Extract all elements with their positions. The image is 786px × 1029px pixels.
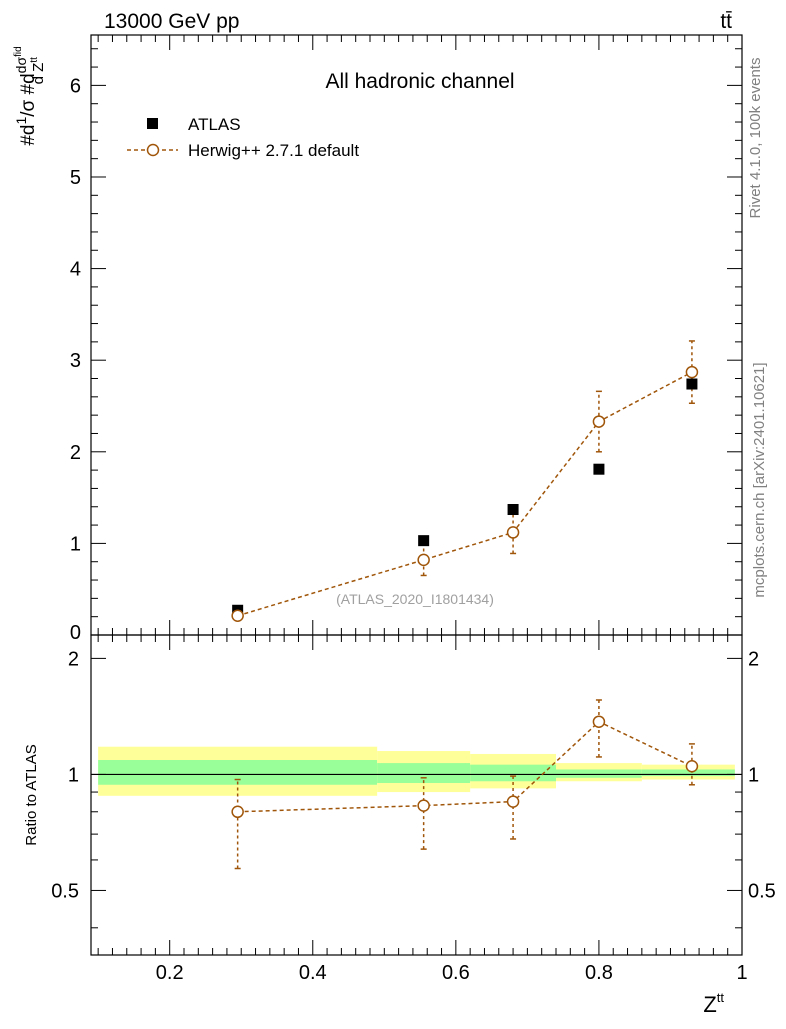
herwig-main-point: [506, 526, 520, 539]
ratio-y-tick-label-right: 1: [748, 764, 759, 786]
main-y-tick-label: 1: [70, 533, 81, 555]
analysis-watermark: (ATLAS_2020_I1801434): [336, 591, 494, 607]
atlas-main-point: [507, 504, 519, 516]
herwig-ratio-point: [417, 799, 430, 812]
main-y-tick-label: 0: [70, 622, 81, 644]
herwig-main-point: [231, 609, 244, 623]
x-tick-label: 0.4: [299, 962, 327, 984]
x-axis-label: Ztt: [703, 990, 724, 1017]
ratio-y-tick-label-right: 0.5: [748, 880, 776, 902]
header-energy-label: 13000 GeV pp: [104, 10, 239, 33]
ratio-inner-band: [98, 759, 378, 785]
ratio-inner-band: [470, 764, 556, 782]
ratio-y-tick-label: 0.5: [51, 880, 79, 902]
legend-atlas-label: ATLAS: [188, 115, 241, 134]
ratio-inner-band: [556, 769, 642, 778]
herwig-ratio-point: [592, 715, 606, 728]
x-tick-label: 1: [736, 962, 747, 984]
atlas-main-point: [593, 463, 605, 475]
ratio-y-tick-label: 1: [68, 764, 79, 786]
svg-text:#d1/σ #ddσfidd Ztt: #d1/σ #ddσfidd Ztt: [13, 46, 47, 145]
main-chart-title: All hadronic channel: [325, 70, 514, 93]
header-process-label: tt̄: [720, 10, 732, 33]
main-y-tick-label: 2: [70, 442, 81, 464]
main-panel-content: [231, 340, 699, 623]
legend-herwig-marker: [146, 143, 160, 157]
main-y-tick-label: 3: [70, 350, 81, 372]
ratio-panel-axes: 0.5 0.5 1 1 2 2 0.2 0.4 0.6 0.8 1: [51, 634, 776, 984]
herwig-ratio-point: [231, 805, 244, 819]
ratio-inner-band: [641, 769, 735, 777]
main-panel-axes: 0 1 2 3 4 5 6: [70, 34, 743, 644]
herwig-main-point: [685, 365, 699, 379]
atlas-main-point: [418, 535, 430, 547]
legend-herwig-label: Herwig++ 2.7.1 default: [188, 141, 359, 160]
x-tick-label: 0.8: [585, 962, 613, 984]
main-y-tick-label: 4: [70, 259, 81, 281]
atlas-main-point: [686, 378, 698, 390]
herwig-main-point: [417, 553, 430, 567]
main-y-axis-label: #d1/σ #ddσfidd Ztt: [13, 46, 47, 145]
ratio-panel-bands: [98, 746, 735, 796]
main-y-tick-label: 6: [70, 75, 81, 97]
ratio-inner-band: [377, 763, 471, 784]
legend: ATLAS Herwig++ 2.7.1 default: [127, 115, 359, 160]
ratio-y-tick-label: 2: [68, 648, 79, 670]
ratio-panel-frame: [90, 634, 743, 956]
herwig-ratio-point: [506, 795, 520, 808]
ratio-y-axis-label: Ratio to ATLAS: [23, 744, 40, 845]
legend-atlas-marker: [147, 118, 158, 129]
rivet-version-label: Rivet 4.1.0, 100k events: [747, 58, 764, 219]
herwig-ratio-point: [685, 760, 699, 773]
x-tick-label: 0.6: [442, 962, 470, 984]
herwig-main-point: [592, 415, 606, 428]
ratio-panel-content: [91, 699, 742, 870]
ratio-y-tick-label-right: 2: [748, 648, 759, 670]
main-y-tick-label: 5: [70, 167, 81, 189]
mcplots-reference-label: mcplots.cern.ch [arXiv:2401.10621]: [751, 362, 768, 597]
herwig-main-line: [237, 371, 693, 617]
x-tick-label: 0.2: [156, 962, 184, 984]
